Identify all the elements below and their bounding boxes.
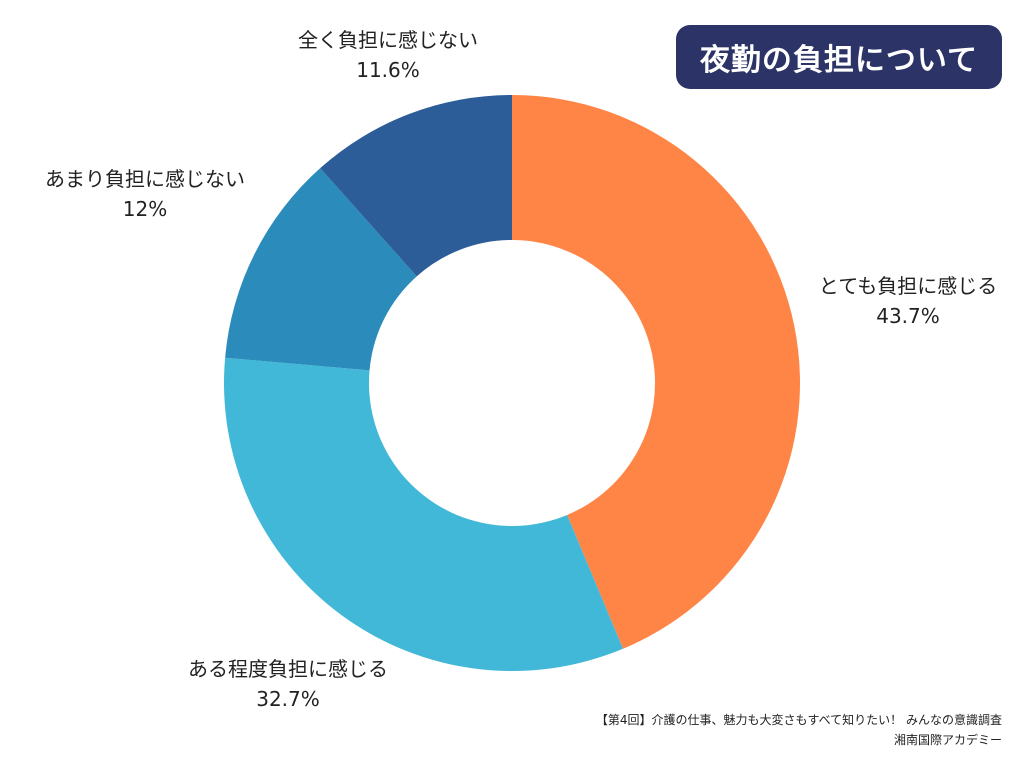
chart-title: 夜勤の負担について	[699, 43, 979, 78]
footer-survey-title: 【第4回】介護の仕事、魅力も大変さもすべて知りたい！ みんなの意識調査	[595, 713, 1002, 727]
slice-label: とても負担に感じる	[819, 274, 997, 298]
footer-source: 【第4回】介護の仕事、魅力も大変さもすべて知りたい！ みんなの意識調査 湘南国際…	[596, 710, 1002, 750]
footer-organization: 湘南国際アカデミー	[893, 733, 1002, 747]
slice-value-label: 11.6%	[356, 58, 420, 82]
slice-label: 全く負担に感じない	[298, 28, 478, 52]
chart-title-badge: 夜勤の負担について	[676, 25, 1002, 89]
slice-value-label: 32.7%	[256, 687, 320, 711]
donut-slice	[320, 95, 512, 277]
donut-slice	[224, 357, 624, 672]
slice-value-label: 12%	[123, 197, 167, 221]
slice-label: ある程度負担に感じる	[188, 657, 388, 681]
donut-slice	[512, 95, 801, 649]
slice-value-label: 43.7%	[876, 304, 940, 328]
donut-slice	[225, 168, 417, 371]
slice-label: あまり負担に感じない	[45, 167, 245, 191]
